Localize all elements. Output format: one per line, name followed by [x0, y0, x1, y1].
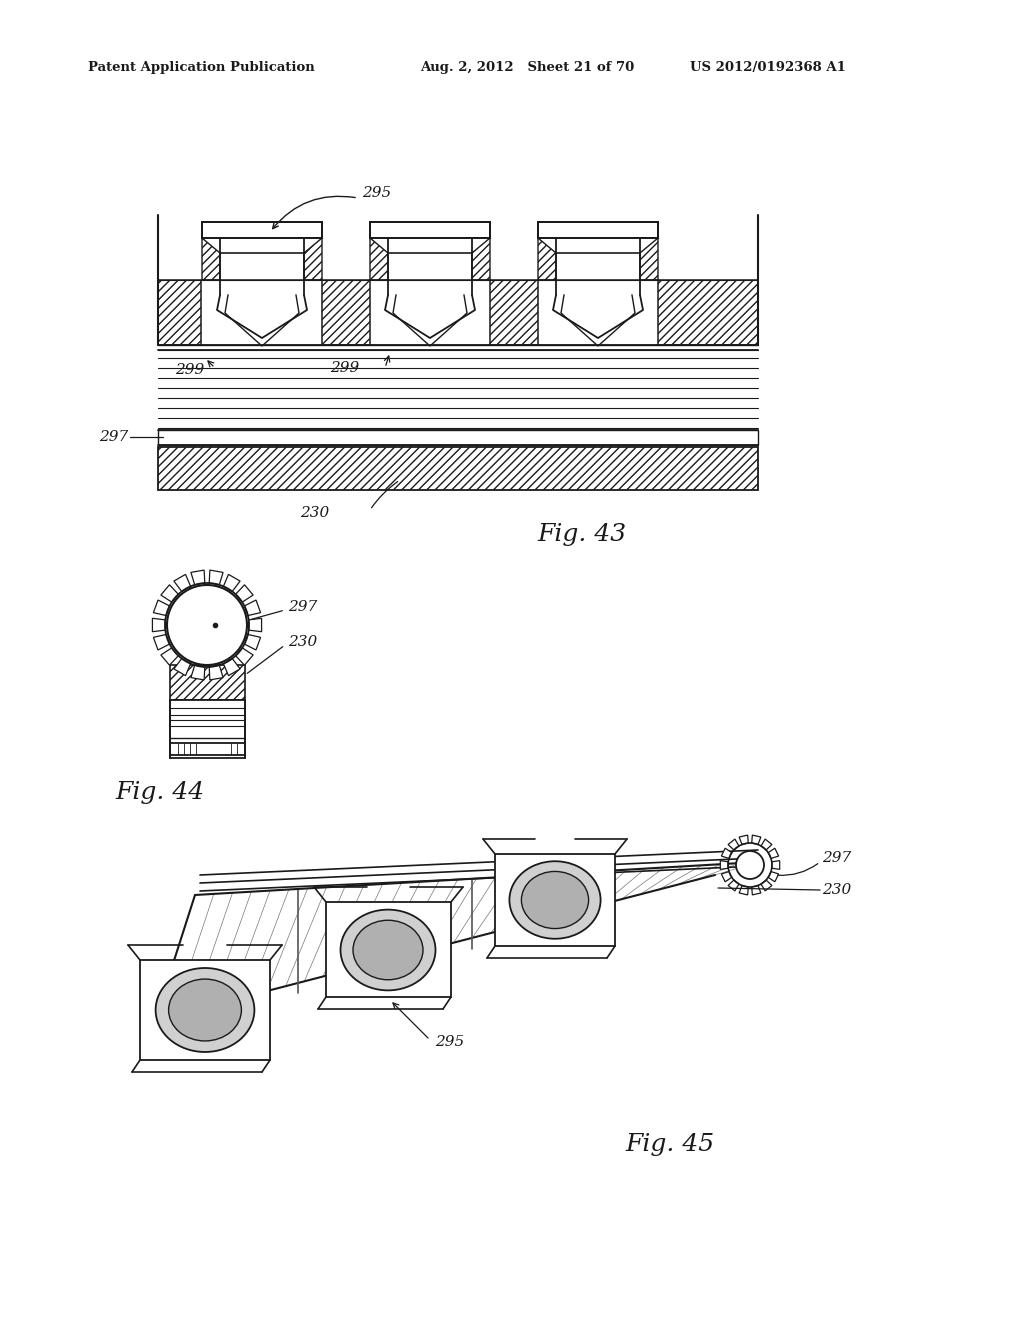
Text: 297: 297 [98, 430, 128, 444]
Ellipse shape [169, 979, 242, 1041]
Polygon shape [752, 886, 761, 895]
Polygon shape [472, 238, 490, 280]
Bar [202, 222, 322, 238]
Ellipse shape [521, 871, 589, 928]
Polygon shape [236, 648, 253, 665]
Text: 230: 230 [300, 506, 330, 520]
Polygon shape [223, 659, 240, 676]
Polygon shape [772, 861, 779, 870]
Polygon shape [154, 635, 170, 649]
Text: Fig. 44: Fig. 44 [116, 781, 205, 804]
Bar [538, 222, 658, 238]
Text: 230: 230 [822, 883, 851, 898]
Polygon shape [249, 618, 261, 632]
Polygon shape [245, 601, 260, 615]
Text: Fig. 43: Fig. 43 [538, 523, 627, 545]
Polygon shape [202, 238, 220, 280]
Ellipse shape [509, 861, 601, 939]
Polygon shape [304, 238, 322, 280]
Bar [658, 280, 758, 345]
Polygon shape [768, 871, 778, 882]
Polygon shape [752, 836, 761, 845]
Bar [370, 222, 490, 238]
Polygon shape [720, 861, 728, 870]
Text: 299: 299 [175, 363, 204, 378]
Text: 230: 230 [288, 635, 317, 649]
Ellipse shape [353, 920, 423, 979]
Bar [158, 280, 201, 345]
Polygon shape [721, 871, 732, 882]
Polygon shape [161, 585, 178, 602]
Polygon shape [245, 635, 260, 649]
Polygon shape [174, 659, 190, 676]
Text: Fig. 45: Fig. 45 [626, 1134, 715, 1156]
Polygon shape [768, 849, 778, 858]
Text: 295: 295 [435, 1035, 464, 1049]
Polygon shape [739, 886, 749, 895]
Polygon shape [721, 849, 732, 858]
Text: US 2012/0192368 A1: US 2012/0192368 A1 [690, 62, 846, 74]
Polygon shape [538, 238, 556, 280]
Polygon shape [174, 574, 190, 591]
Bar [158, 447, 758, 490]
Polygon shape [153, 618, 165, 632]
Polygon shape [209, 570, 223, 585]
Polygon shape [161, 648, 178, 665]
Polygon shape [370, 238, 388, 280]
Polygon shape [236, 585, 253, 602]
Text: Aug. 2, 2012   Sheet 21 of 70: Aug. 2, 2012 Sheet 21 of 70 [420, 62, 634, 74]
Bar [170, 700, 245, 758]
Text: 297: 297 [822, 851, 851, 865]
Bar [490, 280, 538, 345]
Polygon shape [223, 574, 240, 591]
Bar [170, 665, 245, 700]
Ellipse shape [341, 909, 435, 990]
Text: 295: 295 [362, 186, 391, 201]
Bar [322, 280, 370, 345]
Polygon shape [154, 601, 170, 615]
Text: Patent Application Publication: Patent Application Publication [88, 62, 314, 74]
Polygon shape [728, 880, 739, 891]
Polygon shape [640, 238, 658, 280]
Polygon shape [739, 836, 749, 845]
Bar [158, 430, 758, 445]
Circle shape [167, 585, 247, 665]
Ellipse shape [156, 968, 254, 1052]
Circle shape [736, 851, 764, 879]
Polygon shape [190, 665, 205, 680]
Polygon shape [761, 880, 772, 891]
Polygon shape [209, 665, 223, 680]
Polygon shape [761, 840, 772, 850]
Bar [495, 854, 615, 946]
Text: 299: 299 [330, 360, 359, 375]
Bar [140, 960, 270, 1060]
Polygon shape [728, 840, 739, 850]
Polygon shape [190, 570, 205, 585]
Bar [326, 902, 451, 997]
Text: 297: 297 [288, 601, 317, 614]
